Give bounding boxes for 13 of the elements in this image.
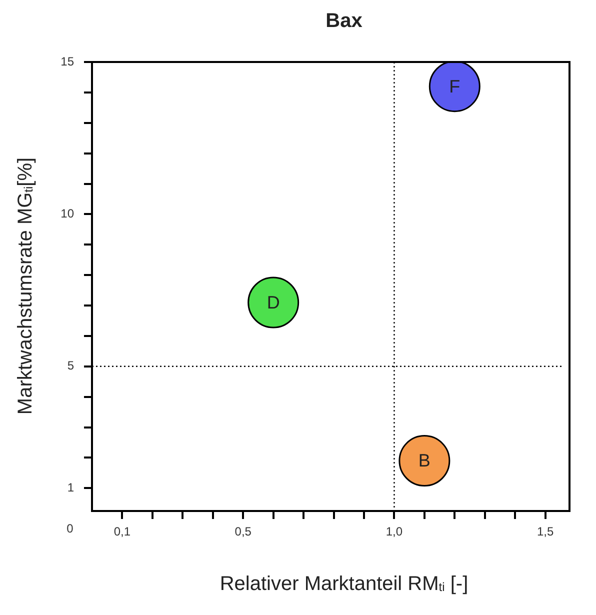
chart-title: Bax xyxy=(324,10,364,33)
series-label: D xyxy=(266,292,280,312)
y-tick-label: 1 xyxy=(67,480,74,494)
x-tick-label: 1,5 xyxy=(536,524,554,539)
y-tick-label: 15 xyxy=(60,54,74,68)
y-tick-label: 5 xyxy=(67,358,74,373)
x-tick-label: 0,5 xyxy=(234,524,252,539)
x-tick-label: 1,0 xyxy=(386,524,403,539)
series-label: F xyxy=(449,76,460,96)
x-tick-label: 0,1 xyxy=(114,524,131,539)
y-tick-label: 10 xyxy=(60,206,74,221)
text: 0 xyxy=(66,521,74,536)
series-label: B xyxy=(418,450,430,471)
